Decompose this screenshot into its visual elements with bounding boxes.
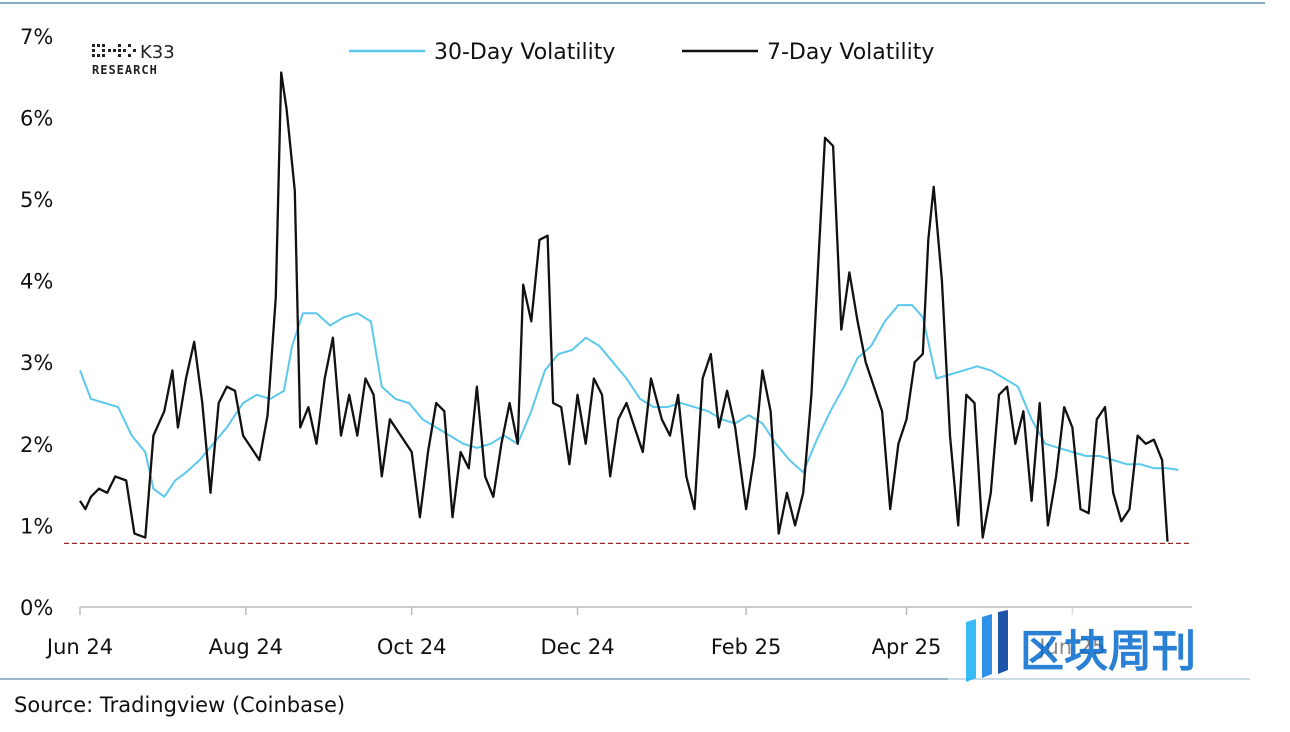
watermark-text: 区块周刊 [1020, 626, 1196, 677]
y-tick-label: 3% [20, 351, 53, 375]
y-tick-label: 5% [20, 188, 53, 212]
series-7-day-volatility [79, 71, 1169, 542]
source-note: Source: Tradingview (Coinbase) [14, 693, 345, 717]
watermark: 区块周刊 [948, 608, 1268, 708]
legend-label-30-day: 30-Day Volatility [434, 40, 615, 65]
y-tick-label: 1% [20, 514, 53, 538]
logo-text: K33 [140, 42, 175, 63]
y-tick-label: 7% [20, 25, 53, 49]
logo-subtext: RESEARCH [92, 63, 158, 77]
x-tick-label: Feb 25 [711, 635, 782, 659]
watermark-logo-icon [966, 610, 1008, 682]
x-tick-label: Oct 24 [377, 635, 447, 659]
legend: 30-Day Volatility 7-Day Volatility [349, 40, 934, 65]
series-30-day-volatility [79, 304, 1179, 498]
x-tick-label: Dec 24 [541, 635, 615, 659]
y-axis-labels: 0% 1% 2% 3% 4% 5% 6% 7% [20, 25, 53, 620]
x-tick-label: Jun 24 [45, 635, 113, 659]
y-tick-label: 2% [20, 433, 53, 457]
k33-logo-mark-icon [92, 44, 136, 57]
y-tick-label: 4% [20, 270, 53, 294]
y-tick-label: 6% [20, 106, 53, 130]
k33-logo: K33 RESEARCH [92, 42, 175, 77]
legend-label-7-day: 7-Day Volatility [767, 40, 934, 65]
y-tick-label: 0% [20, 596, 53, 620]
x-tick-label: Aug 24 [209, 635, 283, 659]
x-tick-label: Apr 25 [872, 635, 942, 659]
